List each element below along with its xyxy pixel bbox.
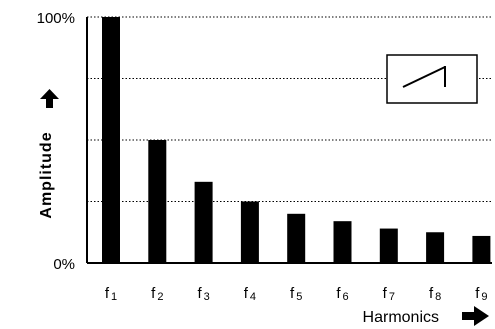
- y-tick-label-0: 0%: [53, 256, 75, 273]
- bar-f9: [472, 235, 491, 263]
- bar-f1: [102, 17, 120, 263]
- bar-f8: [426, 232, 445, 263]
- bars: [102, 17, 491, 263]
- y-tick-label-100: 100%: [37, 10, 75, 27]
- sawtooth-wave-icon: [386, 54, 478, 104]
- bar-f3: [194, 181, 213, 263]
- bar-f2: [148, 140, 167, 263]
- bar-f6: [333, 221, 352, 263]
- bar-f4: [240, 201, 259, 263]
- gridlines: [87, 16, 492, 202]
- arrow-right-icon: [462, 306, 489, 326]
- x-axis-label: Harmonics: [363, 309, 439, 326]
- y-tick-labels: 0% 100%: [37, 10, 75, 273]
- y-axis-label: Amplitude: [38, 131, 55, 218]
- bar-f5: [287, 213, 306, 263]
- bar-f7: [379, 228, 398, 263]
- arrow-up-icon: [40, 89, 59, 108]
